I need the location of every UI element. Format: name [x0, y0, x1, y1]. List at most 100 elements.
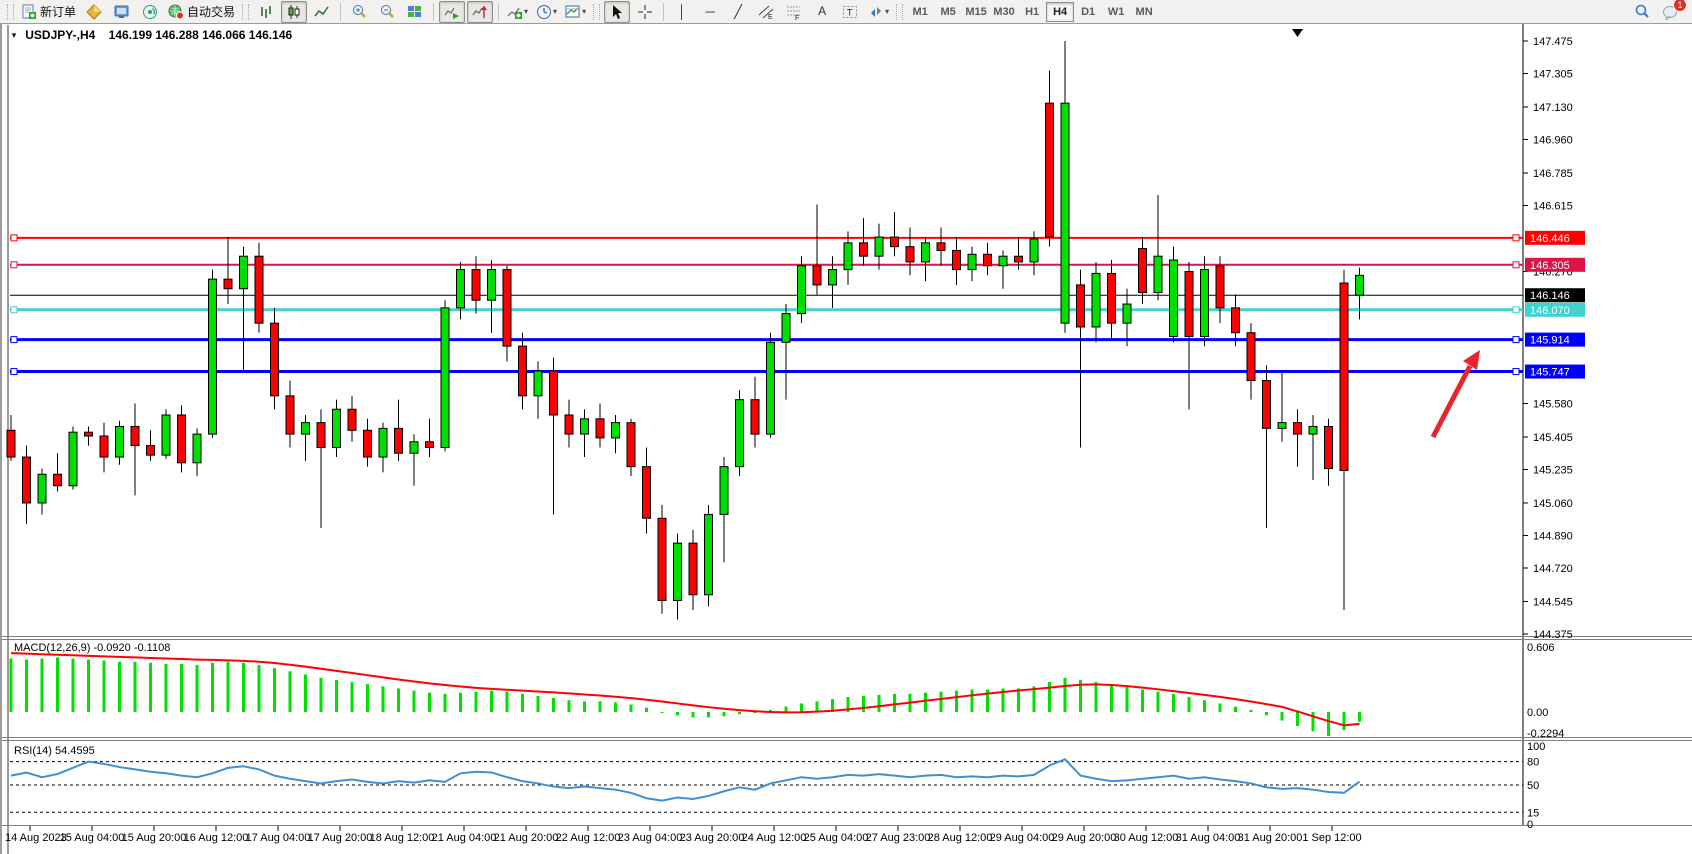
candle-body[interactable] — [99, 435, 109, 458]
terminal-button[interactable] — [109, 1, 135, 23]
line-handle[interactable] — [10, 261, 18, 269]
line-chart-mode-button[interactable] — [309, 1, 335, 23]
line-handle[interactable] — [1512, 306, 1520, 314]
market-watch-button[interactable] — [81, 1, 107, 23]
candle-body[interactable] — [580, 418, 589, 435]
time-tick-label[interactable]: 1 Sep 12:00 — [1302, 832, 1361, 844]
candle-body[interactable] — [239, 255, 248, 290]
candle-body[interactable] — [394, 427, 403, 454]
candle-body[interactable] — [53, 473, 62, 487]
candle-body[interactable] — [967, 253, 977, 271]
candle-body[interactable] — [673, 542, 682, 602]
candle-body[interactable] — [595, 418, 605, 439]
candle-body[interactable] — [797, 265, 806, 315]
candle-body[interactable] — [936, 242, 946, 251]
toolbar-grip[interactable] — [242, 3, 250, 20]
time-tick-label[interactable]: 17 Aug 04:00 — [246, 832, 311, 844]
timeframe-h1-button[interactable]: H1 — [1025, 5, 1040, 18]
candle-body[interactable] — [1324, 425, 1333, 470]
candle-body[interactable] — [1060, 102, 1070, 324]
time-tick-label[interactable]: 31 Aug 20:00 — [1238, 832, 1303, 844]
candle-body[interactable] — [735, 399, 744, 468]
auto-scroll-button[interactable] — [439, 0, 466, 23]
candle-body[interactable] — [270, 322, 279, 397]
candle-body[interactable] — [781, 313, 791, 343]
templates-button[interactable]: ▾ — [562, 1, 589, 23]
candle-body[interactable] — [1122, 303, 1132, 324]
candle-body[interactable] — [533, 370, 543, 397]
candle-body[interactable] — [22, 456, 31, 504]
timeframe-m5-button[interactable]: M5 — [940, 5, 956, 18]
candle-body[interactable] — [1169, 259, 1178, 338]
time-tick-label[interactable]: 16 Aug 12:00 — [184, 832, 249, 844]
fibonacci-tool-button[interactable]: F — [781, 1, 807, 23]
candle-body[interactable] — [285, 395, 295, 435]
timeframe-mn-button[interactable]: MN — [1135, 5, 1153, 18]
bar-chart-mode-button[interactable] — [253, 1, 279, 23]
candle-body[interactable] — [502, 269, 512, 347]
notifications-button[interactable]: 1 — [1657, 0, 1687, 23]
channel-tool-button[interactable]: E — [753, 1, 779, 23]
candle-body[interactable] — [1200, 269, 1209, 338]
periods-button[interactable]: ▾ — [533, 1, 560, 23]
indicators-dropdown-caret[interactable]: ▾ — [524, 7, 529, 16]
text-tool-button[interactable]: A — [809, 1, 835, 23]
candle-body[interactable] — [952, 249, 961, 271]
candle-body[interactable] — [471, 269, 481, 301]
candle-body[interactable] — [657, 517, 667, 602]
candle-body[interactable] — [440, 307, 450, 448]
tile-windows-button[interactable] — [402, 1, 428, 23]
chart-shift-marker[interactable] — [1292, 29, 1303, 37]
chart-shift-button[interactable] — [467, 0, 494, 23]
time-tick-label[interactable]: 30 Aug 12:00 — [1114, 832, 1179, 844]
time-tick-label[interactable]: 22 Aug 12:00 — [556, 832, 621, 844]
candle-body[interactable] — [1029, 238, 1039, 263]
line-handle[interactable] — [10, 336, 18, 344]
candle-body[interactable] — [549, 370, 558, 416]
time-tick-label[interactable]: 18 Aug 12:00 — [370, 832, 435, 844]
candle-body[interactable] — [1246, 332, 1256, 382]
candle-body[interactable] — [130, 425, 140, 447]
one-click-toggle-icon[interactable]: ▼ — [10, 31, 18, 40]
candle-body[interactable] — [750, 399, 760, 435]
new-order-button[interactable]: 新订单 — [18, 1, 79, 23]
candle-body[interactable] — [1138, 248, 1147, 294]
candle-body[interactable] — [828, 269, 837, 286]
candle-body[interactable] — [564, 414, 574, 435]
candle-body[interactable] — [890, 236, 899, 248]
zoom-out-button[interactable] — [374, 1, 400, 23]
time-tick-label[interactable]: 15 Aug 20:00 — [122, 832, 187, 844]
chart-window[interactable]: ▼ USDJPY-,H4 146.199 146.288 146.066 146… — [0, 24, 1692, 854]
time-tick-label[interactable]: 23 Aug 20:00 — [680, 832, 745, 844]
candle-body[interactable] — [177, 414, 186, 464]
candle-body[interactable] — [254, 255, 264, 324]
candle-body[interactable] — [6, 429, 16, 458]
candle-body[interactable] — [611, 422, 620, 439]
zoom-in-button[interactable] — [346, 1, 372, 23]
text-label-tool-button[interactable]: T — [837, 1, 863, 23]
candle-body[interactable] — [642, 466, 651, 519]
candle-body[interactable] — [1262, 380, 1271, 429]
time-tick-label[interactable]: 29 Aug 04:00 — [990, 832, 1055, 844]
horizontal-line-tool-button[interactable]: ─ — [697, 1, 723, 23]
time-tick-label[interactable]: 14 Aug 2023 — [5, 832, 67, 844]
timeframe-m15-button[interactable]: M15 — [965, 5, 987, 18]
line-handle[interactable] — [1512, 368, 1520, 376]
toolbar-grip[interactable] — [896, 3, 904, 20]
time-tick-label[interactable]: 27 Aug 23:00 — [866, 832, 931, 844]
time-tick-label[interactable]: 21 Aug 20:00 — [494, 832, 559, 844]
candle-body[interactable] — [812, 265, 822, 286]
candle-body[interactable] — [983, 253, 992, 267]
line-handle[interactable] — [10, 368, 18, 376]
trend-arrow-head[interactable] — [1463, 350, 1480, 370]
candle-body[interactable] — [1308, 425, 1318, 435]
time-tick-label[interactable]: 24 Aug 12:00 — [742, 832, 807, 844]
candle-body[interactable] — [84, 431, 93, 437]
candle-body[interactable] — [1076, 284, 1085, 328]
candle-body[interactable] — [1045, 102, 1054, 238]
candle-body[interactable] — [905, 246, 915, 263]
candle-body[interactable] — [378, 427, 388, 458]
candle-body[interactable] — [1153, 255, 1163, 294]
signals-button[interactable] — [137, 1, 163, 23]
candle-body[interactable] — [1339, 282, 1349, 471]
